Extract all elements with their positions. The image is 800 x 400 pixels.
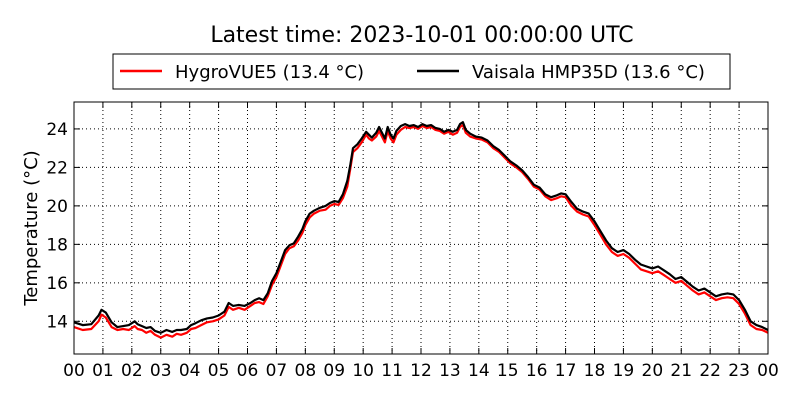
- x-tick-label: 23: [728, 361, 750, 381]
- x-tick-label: 17: [555, 361, 577, 381]
- y-tick-label: 18: [46, 235, 68, 255]
- x-tick-label: 04: [179, 361, 201, 381]
- x-tick-label: 15: [497, 361, 519, 381]
- chart-title: Latest time: 2023-10-01 00:00:00 UTC: [210, 23, 633, 48]
- ticks: 00 01 02 03 04 05 06 07 08 09 10 11 12 13 14 15 16 17 18 19…: [46, 102, 779, 381]
- x-tick-label: 22: [699, 361, 721, 381]
- x-tick-label: 20: [642, 361, 664, 381]
- x-tick-label: 10: [352, 361, 374, 381]
- plot-frame: [73, 101, 769, 355]
- y-tick-label: 14: [46, 312, 68, 332]
- x-tick-label: 19: [613, 361, 635, 381]
- x-tick-label: 21: [670, 361, 692, 381]
- x-tick-label: 13: [439, 361, 461, 381]
- x-tick-label: 00: [63, 361, 85, 381]
- x-tick-label: 05: [208, 361, 230, 381]
- y-axis-label: Temperature (°C): [21, 150, 42, 306]
- x-tick-label: 06: [237, 361, 259, 381]
- x-tick-label: 14: [468, 361, 490, 381]
- x-tick-label: 00: [757, 361, 779, 381]
- series-line-vaisala: [73, 121, 769, 334]
- series-layer: [73, 121, 769, 339]
- y-tick-label: 20: [46, 197, 68, 217]
- x-tick-label: 09: [323, 361, 345, 381]
- x-tick-label: 07: [266, 361, 288, 381]
- y-tick-label: 22: [46, 158, 68, 178]
- legend-label-hygrovue5: HygroVUE5 (13.4 °C): [175, 62, 364, 83]
- x-tick-label: 03: [150, 361, 172, 381]
- legend-label-vaisala: Vaisala HMP35D (13.6 °C): [472, 62, 705, 83]
- x-tick-label: 18: [584, 361, 606, 381]
- x-tick-label: 01: [92, 361, 114, 381]
- grid: [74, 102, 768, 354]
- series-line-hygrovue5: [73, 124, 769, 339]
- x-tick-label: 12: [410, 361, 432, 381]
- legend: HygroVUE5 (13.4 °C) Vaisala HMP35D (13.6…: [112, 53, 731, 90]
- x-tick-label: 11: [381, 361, 403, 381]
- y-tick-label: 16: [46, 274, 68, 294]
- y-tick-label: 24: [46, 120, 68, 140]
- x-tick-label: 16: [526, 361, 548, 381]
- x-tick-label: 08: [295, 361, 317, 381]
- x-tick-label: 02: [121, 361, 143, 381]
